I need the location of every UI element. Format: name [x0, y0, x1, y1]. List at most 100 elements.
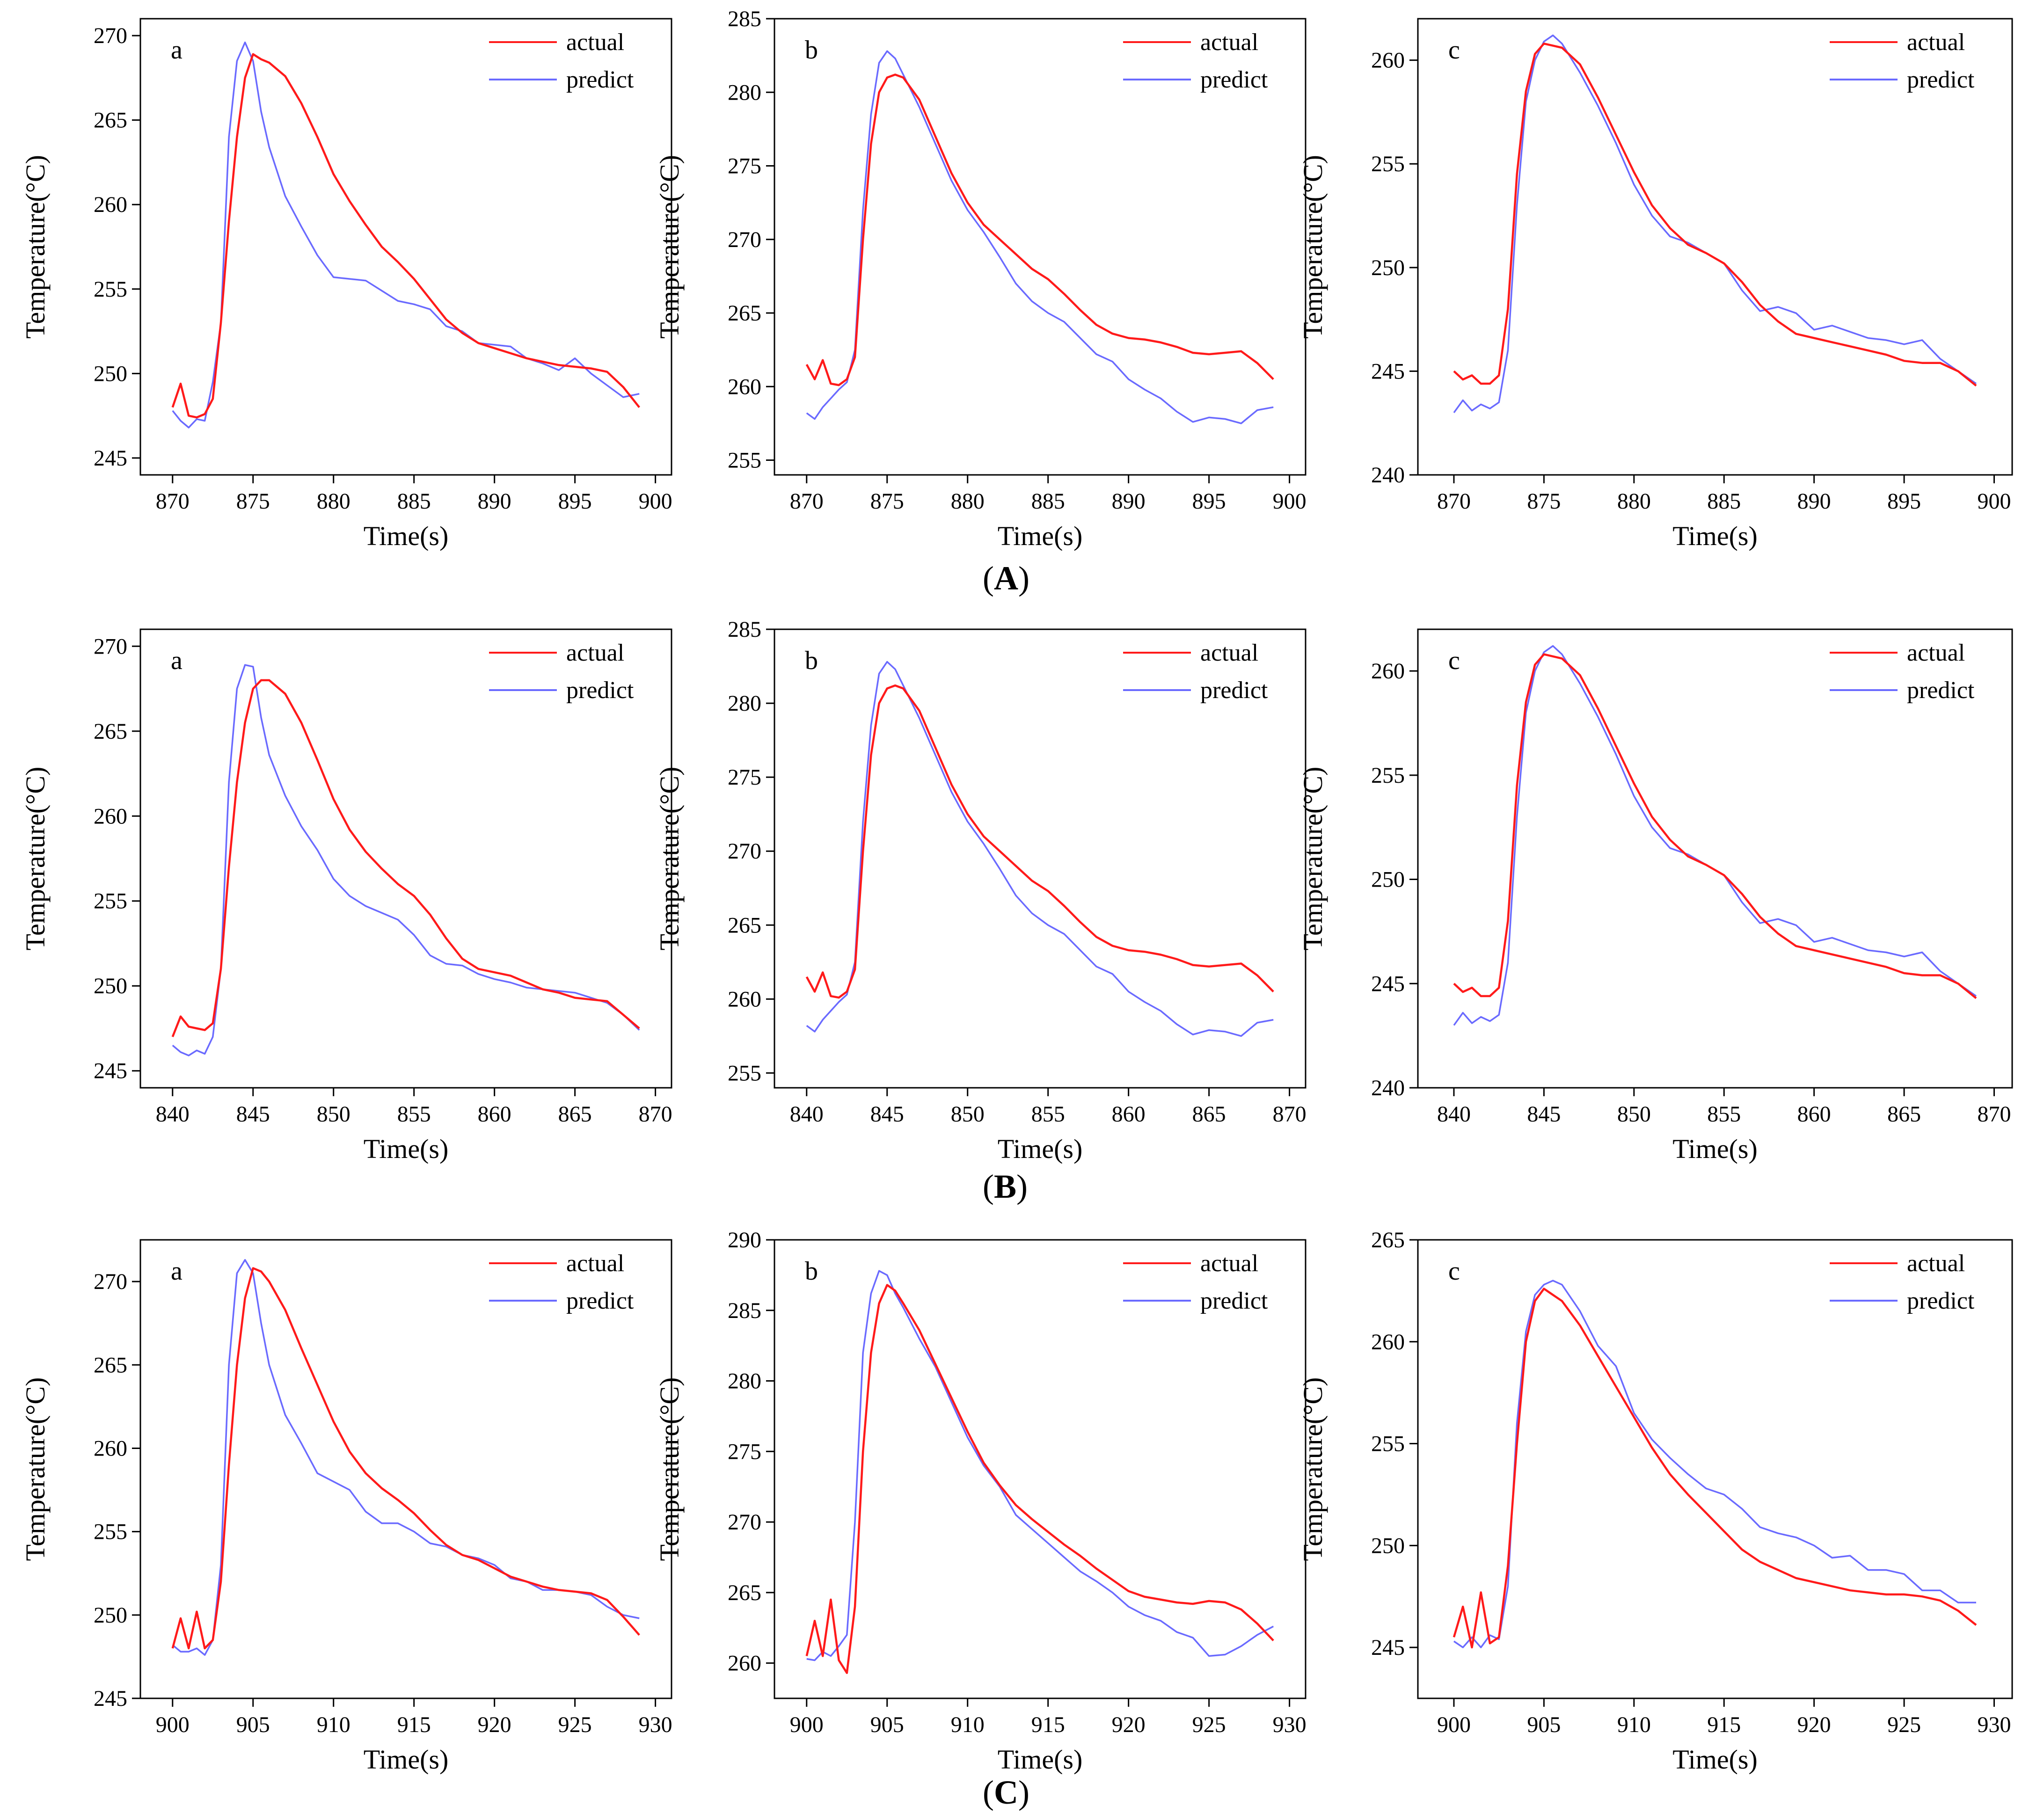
- y-tick-label: 255: [728, 448, 761, 473]
- x-tick-label: 880: [317, 489, 350, 514]
- plot-frame: [139, 628, 672, 1089]
- legend-label-actual: actual: [566, 640, 624, 666]
- y-axis-title: Temperature(°C): [20, 1377, 51, 1561]
- x-tick-label: 870: [639, 1102, 672, 1127]
- y-tick-label: 260: [94, 1436, 127, 1461]
- y-tick-label: 260: [1371, 48, 1405, 73]
- y-axis-title: Temperature(°C): [20, 767, 51, 951]
- x-tick-label: 920: [1797, 1712, 1831, 1737]
- y-tick-label: 285: [728, 7, 761, 31]
- x-tick-label: 925: [1887, 1712, 1921, 1737]
- series-line-predict: [806, 661, 1274, 1037]
- x-tick-label: 870: [1273, 1102, 1307, 1127]
- y-tick-label: 260: [1371, 659, 1405, 684]
- x-tick-label: 885: [1031, 489, 1065, 514]
- y-tick-label: 255: [1371, 763, 1405, 788]
- y-tick-label: 255: [94, 1520, 127, 1544]
- x-axis-title: Time(s): [364, 1134, 449, 1164]
- row-label-close: ): [1018, 1774, 1029, 1811]
- y-tick-label: 240: [1371, 1076, 1405, 1100]
- x-tick-label: 875: [236, 489, 270, 514]
- legend-label-predict: predict: [1200, 1288, 1268, 1314]
- x-tick-label: 900: [639, 489, 672, 514]
- x-tick-label: 865: [558, 1102, 592, 1127]
- y-tick-label: 285: [728, 1298, 761, 1323]
- panel-letter: c: [1448, 36, 1460, 65]
- x-tick-label: 890: [1797, 489, 1831, 514]
- series-line-predict: [806, 50, 1274, 424]
- y-tick-label: 260: [94, 192, 127, 217]
- y-tick-label: 270: [94, 23, 127, 48]
- x-tick-label: 930: [1273, 1712, 1307, 1737]
- y-tick-label: 255: [94, 889, 127, 914]
- legend-label-actual: actual: [566, 29, 624, 56]
- y-tick-label: 250: [94, 974, 127, 998]
- row-label-a: (A): [983, 559, 1029, 598]
- y-axis-title: Temperature(°C): [1298, 767, 1328, 951]
- legend-label-predict: predict: [1200, 677, 1268, 704]
- x-tick-label: 860: [1797, 1102, 1831, 1127]
- legend-label-predict: predict: [1907, 677, 1975, 704]
- legend-label-predict: predict: [1907, 1288, 1975, 1314]
- x-tick-label: 865: [1887, 1102, 1921, 1127]
- row-label-close: ): [1018, 560, 1029, 597]
- x-tick-label: 880: [1617, 489, 1651, 514]
- legend-label-actual: actual: [1200, 29, 1258, 56]
- x-tick-label: 860: [478, 1102, 511, 1127]
- y-tick-label: 260: [1371, 1330, 1405, 1354]
- x-axis-title: Time(s): [1672, 521, 1758, 551]
- chart-panel-9: 900 905 910 915 920 925 930 245 250 255 260 265 Time…: [1298, 1228, 2013, 1775]
- x-tick-label: 910: [1617, 1712, 1651, 1737]
- series-line-predict: [1453, 645, 1977, 1026]
- y-tick-label: 275: [728, 1439, 761, 1464]
- x-tick-label: 895: [1192, 489, 1226, 514]
- y-axis-title: Temperature(°C): [654, 155, 685, 339]
- chart-panel-8: 900 905 910 915 920 925 930 260 265 270 275 280 285 2…: [654, 1228, 1307, 1775]
- y-axis-title: Temperature(°C): [20, 155, 51, 339]
- x-axis-title: Time(s): [364, 1744, 449, 1775]
- y-axis-title: Temperature(°C): [1298, 1377, 1328, 1561]
- x-tick-label: 900: [790, 1712, 824, 1737]
- y-tick-label: 265: [728, 913, 761, 938]
- plot-frame: [1417, 628, 2013, 1089]
- plot-frame: [139, 18, 672, 476]
- legend-label-predict: predict: [1907, 66, 1975, 93]
- x-tick-label: 920: [478, 1712, 511, 1737]
- y-tick-label: 265: [728, 301, 761, 326]
- y-tick-label: 255: [1371, 152, 1405, 176]
- x-tick-label: 850: [1617, 1102, 1651, 1127]
- chart-panel-2: 870 875 880 885 890 895 900 255 260 265 270 275 280 2…: [654, 7, 1307, 551]
- x-tick-label: 890: [478, 489, 511, 514]
- row-label-open: (: [983, 560, 994, 597]
- y-tick-label: 250: [1371, 255, 1405, 280]
- x-tick-label: 910: [317, 1712, 350, 1737]
- series-line-predict: [1453, 34, 1977, 414]
- series-line-actual: [805, 73, 1274, 386]
- series-line-actual: [171, 53, 640, 419]
- plot-frame: [1417, 1239, 2013, 1699]
- x-tick-label: 925: [1192, 1712, 1226, 1737]
- y-tick-label: 270: [728, 1510, 761, 1535]
- legend-label-predict: predict: [1200, 66, 1268, 93]
- y-tick-label: 265: [94, 1353, 127, 1377]
- x-tick-label: 875: [1527, 489, 1561, 514]
- y-tick-label: 270: [94, 634, 127, 659]
- y-tick-label: 245: [1371, 359, 1405, 384]
- chart-panel-1: 870 875 880 885 890 895 900 245 250 255 260 265 270 T…: [20, 18, 672, 551]
- y-tick-label: 285: [728, 617, 761, 642]
- x-axis-title: Time(s): [998, 521, 1083, 551]
- x-tick-label: 905: [236, 1712, 270, 1737]
- y-tick-label: 275: [728, 765, 761, 790]
- y-tick-label: 260: [728, 987, 761, 1012]
- x-tick-label: 845: [1527, 1102, 1561, 1127]
- legend-label-actual: actual: [1200, 1250, 1258, 1277]
- y-axis-title: Temperature(°C): [1298, 155, 1328, 339]
- panel-letter: c: [1448, 1257, 1460, 1286]
- x-tick-label: 905: [1527, 1712, 1561, 1737]
- y-tick-label: 280: [728, 691, 761, 716]
- y-tick-label: 250: [1371, 867, 1405, 892]
- legend-label-actual: actual: [1200, 640, 1258, 666]
- x-tick-label: 915: [397, 1712, 431, 1737]
- x-tick-label: 855: [397, 1102, 431, 1127]
